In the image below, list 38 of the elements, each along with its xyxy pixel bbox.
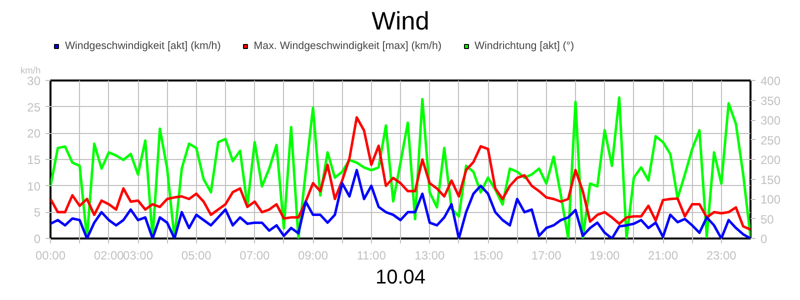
x-tick-label: 00:00 [35,248,66,262]
y2-tick-label: 150 [760,172,781,187]
line-series [50,116,750,231]
y-tick-label: 25 [27,100,41,114]
line-series [50,96,750,238]
y-tick-label: 0 [34,232,41,246]
chart-title: Wind [372,8,430,36]
y2-tick-label: 50 [760,212,774,226]
x-tick-label: 13:00 [414,248,446,262]
y2-tick-label: 350 [760,94,781,108]
y2-tick-label: 200 [760,153,781,167]
x-tick-label: 09:00 [298,248,328,262]
y-tick-label: 5 [34,206,41,220]
x-tick-label: 07:00 [240,248,270,262]
y2-tick-label: 300 [760,114,781,128]
x-tick-label: 15:00 [472,248,504,262]
x-tick-label: 11:00 [356,248,386,262]
y-axis-title: km/h [20,66,41,76]
x-tick-label: 21:00 [648,248,678,262]
y2-tick-label: 100 [760,192,781,206]
x-tick-label: 19:00 [590,248,620,262]
y-tick-label: 15 [27,153,41,167]
x-tick-label: 03:00 [122,248,154,262]
x-tick-label: 17:00 [531,248,562,262]
legend-label: Windgeschwindigkeit [akt] (km/h) [65,40,221,52]
legend-label: Max. Windgeschwindigkeit [max] (km/h) [254,40,442,52]
x-tick-label: 23:00 [706,248,737,262]
y-tick-label: 20 [27,126,41,141]
y2-tick-label: 400 [760,74,781,88]
y-tick-label: 30 [27,74,41,88]
y2-tick-label: 250 [760,133,781,148]
x-axis-title: 10.04 [375,266,426,288]
line-series [50,168,750,238]
x-tick-label: 02:00 [94,248,124,262]
y-tick-label: 10 [27,179,41,194]
legend-label: Windrichtung [akt] (°) [474,40,574,52]
y2-tick-label: 0 [760,232,768,246]
x-tick-label: 05:00 [181,248,212,262]
